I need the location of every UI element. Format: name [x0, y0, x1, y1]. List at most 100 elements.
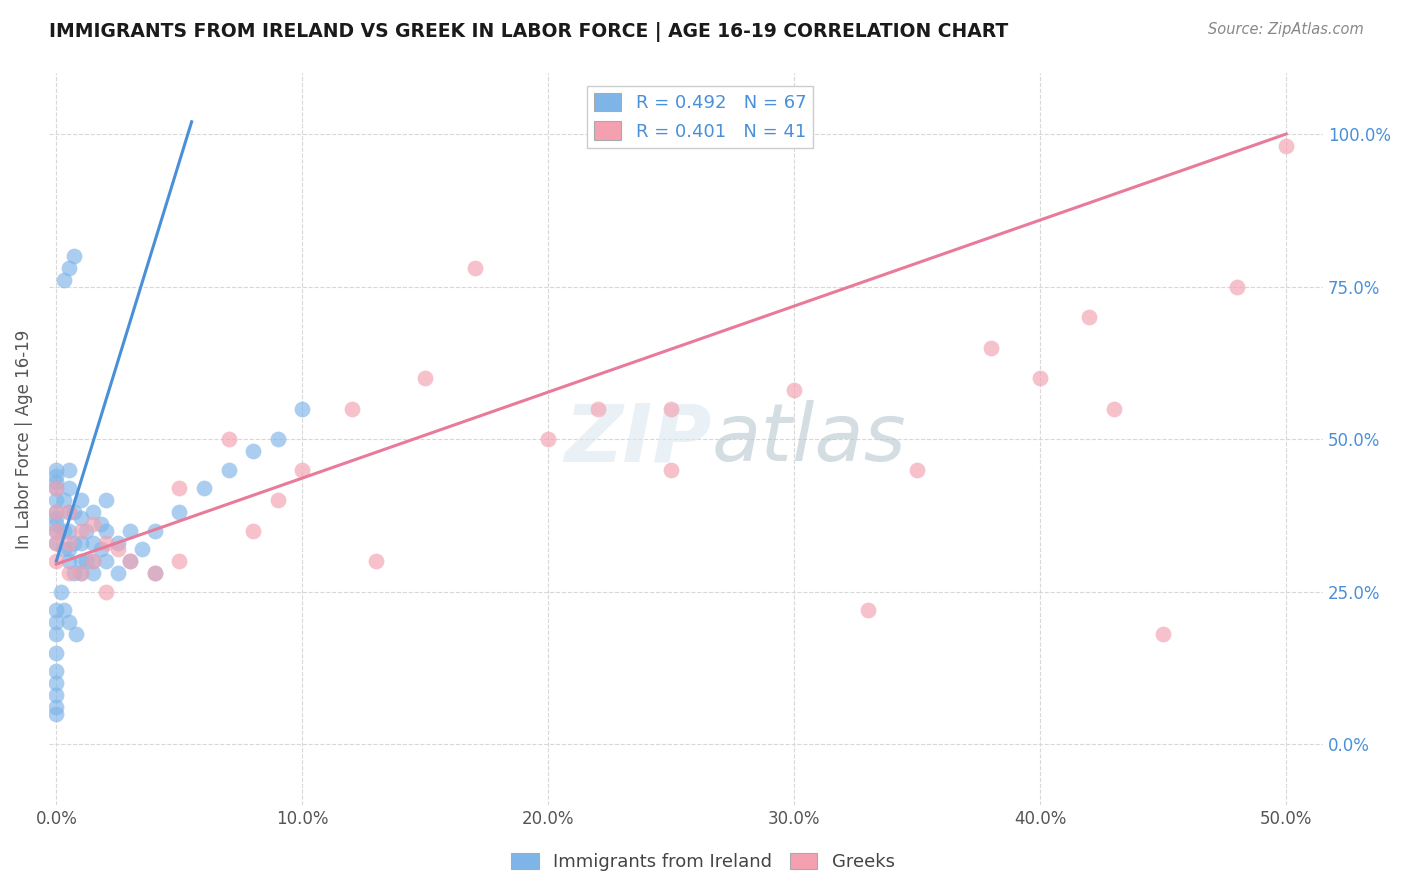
- Point: [242, 444, 264, 458]
- Point: [65, 627, 87, 641]
- Point: [94, 493, 117, 508]
- Point: [1029, 371, 1052, 385]
- Point: [242, 524, 264, 538]
- Point: [45, 554, 67, 568]
- Point: [52, 541, 75, 556]
- Point: [70, 535, 93, 549]
- Point: [58, 505, 80, 519]
- Point: [58, 566, 80, 581]
- Point: [45, 462, 67, 476]
- Point: [58, 541, 80, 556]
- Point: [62, 535, 84, 549]
- Point: [94, 554, 117, 568]
- Point: [45, 481, 67, 495]
- Point: [659, 462, 682, 476]
- Point: [90, 541, 112, 556]
- Point: [58, 481, 80, 495]
- Point: [169, 554, 191, 568]
- Point: [143, 566, 166, 581]
- Point: [58, 554, 80, 568]
- Y-axis label: In Labor Force | Age 16-19: In Labor Force | Age 16-19: [15, 329, 32, 549]
- Point: [143, 524, 166, 538]
- Point: [193, 481, 215, 495]
- Text: Source: ZipAtlas.com: Source: ZipAtlas.com: [1208, 22, 1364, 37]
- Point: [52, 273, 75, 287]
- Point: [291, 401, 314, 416]
- Legend: R = 0.492   N = 67, R = 0.401   N = 41: R = 0.492 N = 67, R = 0.401 N = 41: [586, 86, 814, 148]
- Point: [107, 541, 129, 556]
- Point: [291, 462, 314, 476]
- Point: [45, 493, 67, 508]
- Point: [70, 511, 93, 525]
- Point: [218, 462, 240, 476]
- Legend: Immigrants from Ireland, Greeks: Immigrants from Ireland, Greeks: [505, 846, 901, 879]
- Point: [107, 535, 129, 549]
- Point: [340, 401, 363, 416]
- Point: [58, 615, 80, 629]
- Point: [856, 603, 879, 617]
- Point: [1275, 139, 1298, 153]
- Point: [45, 706, 67, 721]
- Point: [70, 566, 93, 581]
- Point: [58, 261, 80, 276]
- Point: [45, 627, 67, 641]
- Point: [45, 481, 67, 495]
- Point: [70, 554, 93, 568]
- Text: atlas: atlas: [711, 400, 907, 478]
- Point: [1078, 310, 1101, 324]
- Point: [70, 524, 93, 538]
- Point: [94, 524, 117, 538]
- Text: ZIP: ZIP: [564, 400, 711, 478]
- Point: [120, 524, 142, 538]
- Point: [120, 554, 142, 568]
- Point: [659, 401, 682, 416]
- Point: [415, 371, 437, 385]
- Point: [120, 554, 142, 568]
- Point: [58, 505, 80, 519]
- Point: [45, 603, 67, 617]
- Text: IMMIGRANTS FROM IRELAND VS GREEK IN LABOR FORCE | AGE 16-19 CORRELATION CHART: IMMIGRANTS FROM IRELAND VS GREEK IN LABO…: [49, 22, 1008, 42]
- Point: [82, 517, 104, 532]
- Point: [783, 383, 806, 397]
- Point: [905, 462, 928, 476]
- Point: [586, 401, 609, 416]
- Point: [980, 341, 1002, 355]
- Point: [70, 566, 93, 581]
- Point: [70, 493, 93, 508]
- Point: [94, 535, 117, 549]
- Point: [82, 554, 104, 568]
- Point: [537, 432, 560, 446]
- Point: [62, 505, 84, 519]
- Point: [45, 475, 67, 489]
- Point: [75, 524, 97, 538]
- Point: [82, 554, 104, 568]
- Point: [82, 566, 104, 581]
- Point: [169, 505, 191, 519]
- Point: [45, 517, 67, 532]
- Point: [58, 535, 80, 549]
- Point: [45, 505, 67, 519]
- Point: [51, 584, 73, 599]
- Point: [45, 535, 67, 549]
- Point: [1226, 279, 1249, 293]
- Point: [52, 493, 75, 508]
- Point: [52, 603, 75, 617]
- Point: [75, 554, 97, 568]
- Point: [45, 505, 67, 519]
- Point: [45, 535, 67, 549]
- Point: [45, 511, 67, 525]
- Point: [267, 493, 290, 508]
- Point: [45, 524, 67, 538]
- Point: [366, 554, 388, 568]
- Point: [82, 535, 104, 549]
- Point: [58, 524, 80, 538]
- Point: [90, 517, 112, 532]
- Point: [82, 505, 104, 519]
- Point: [45, 688, 67, 702]
- Point: [218, 432, 240, 446]
- Point: [62, 566, 84, 581]
- Point: [131, 541, 153, 556]
- Point: [463, 261, 485, 276]
- Point: [94, 584, 117, 599]
- Point: [45, 468, 67, 483]
